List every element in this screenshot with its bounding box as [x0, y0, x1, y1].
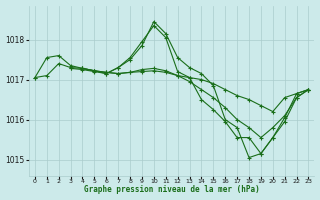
X-axis label: Graphe pression niveau de la mer (hPa): Graphe pression niveau de la mer (hPa): [84, 185, 260, 194]
